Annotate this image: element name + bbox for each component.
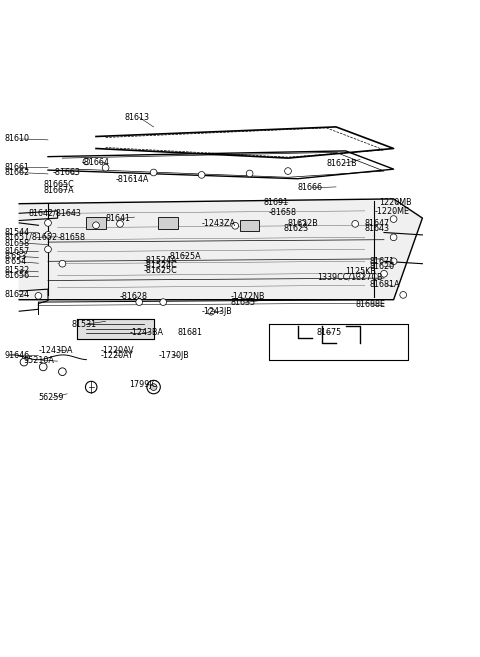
Circle shape	[198, 171, 205, 178]
Text: -81614A: -81614A	[115, 175, 149, 184]
Text: -81625A: -81625A	[168, 252, 202, 261]
Text: 1339CC/1327CB: 1339CC/1327CB	[317, 272, 382, 281]
Text: 81532: 81532	[5, 266, 30, 275]
Text: 81656: 81656	[5, 271, 30, 280]
Text: 81620: 81620	[370, 262, 395, 271]
Circle shape	[285, 168, 291, 174]
Text: -81664: -81664	[82, 158, 109, 167]
Text: -1220ME: -1220ME	[374, 207, 409, 216]
Text: 81665C: 81665C	[43, 181, 74, 189]
Circle shape	[357, 273, 363, 279]
Text: 81651/81652: 81651/81652	[5, 233, 58, 242]
Circle shape	[20, 358, 28, 366]
Circle shape	[39, 363, 47, 371]
Text: -81658: -81658	[58, 233, 85, 242]
Text: -1730JB: -1730JB	[158, 351, 189, 360]
Circle shape	[150, 384, 157, 390]
Text: -1243BA: -1243BA	[130, 328, 164, 337]
Text: 1799JC: 1799JC	[130, 380, 158, 389]
Circle shape	[35, 292, 42, 299]
Circle shape	[390, 215, 397, 223]
Text: -1243JB: -1243JB	[202, 307, 232, 316]
Text: 81641: 81641	[106, 214, 131, 223]
Text: 81622B: 81622B	[288, 219, 319, 228]
Circle shape	[136, 299, 143, 306]
Text: -1472NB: -1472NB	[230, 292, 265, 302]
Circle shape	[352, 221, 359, 227]
Polygon shape	[19, 199, 422, 300]
Circle shape	[45, 231, 51, 238]
Circle shape	[390, 258, 397, 265]
Text: 1220MB: 1220MB	[379, 198, 412, 207]
Text: 81681A: 81681A	[370, 281, 400, 289]
Text: -81628: -81628	[120, 292, 148, 302]
Text: 81624: 81624	[5, 290, 30, 299]
Circle shape	[83, 158, 90, 165]
Circle shape	[381, 271, 387, 277]
Bar	[240, 219, 259, 231]
Circle shape	[160, 299, 167, 306]
Text: 81623: 81623	[283, 224, 308, 233]
Circle shape	[45, 246, 51, 253]
Circle shape	[85, 381, 97, 393]
Polygon shape	[77, 319, 154, 339]
Text: -81625C: -81625C	[144, 266, 178, 275]
Circle shape	[93, 222, 99, 229]
Text: -81658: -81658	[269, 208, 297, 217]
Text: -81663: -81663	[53, 168, 81, 177]
Circle shape	[117, 221, 123, 227]
Text: 81688E: 81688E	[355, 300, 385, 309]
Circle shape	[102, 164, 109, 171]
Text: -1243ZA: -1243ZA	[202, 219, 236, 228]
Text: 91646: 91646	[5, 351, 30, 360]
Text: 81643: 81643	[365, 224, 390, 233]
Text: 81681: 81681	[178, 328, 203, 337]
Text: 81691: 81691	[264, 198, 289, 207]
Circle shape	[59, 368, 66, 376]
Text: -1243DA: -1243DA	[38, 346, 73, 355]
Text: 8'654: 8'654	[5, 258, 27, 266]
Text: 81621B: 81621B	[326, 159, 357, 168]
Bar	[158, 217, 178, 229]
Text: 81667A: 81667A	[43, 186, 74, 194]
Text: -81524A: -81524A	[144, 256, 178, 265]
Text: 95210A: 95210A	[24, 355, 55, 365]
Text: 81647: 81647	[365, 219, 390, 228]
Text: 81658: 81658	[5, 238, 30, 248]
Text: 81662: 81662	[5, 168, 30, 177]
Text: 81610: 81610	[5, 135, 30, 143]
Text: 81531: 81531	[72, 320, 97, 328]
Circle shape	[147, 380, 160, 394]
Text: 1125KB: 1125KB	[346, 267, 376, 276]
Text: -81524C: -81524C	[144, 261, 178, 270]
Text: 81661: 81661	[5, 163, 30, 171]
Circle shape	[208, 308, 215, 315]
Bar	[86, 217, 106, 229]
Circle shape	[400, 292, 407, 298]
Circle shape	[150, 169, 157, 176]
Text: -1220AY: -1220AY	[101, 351, 133, 360]
Circle shape	[232, 223, 239, 229]
Circle shape	[390, 234, 397, 240]
Text: 81671: 81671	[370, 258, 395, 266]
Text: 81642/81643: 81642/81643	[29, 209, 82, 218]
Text: -1220AV: -1220AV	[101, 346, 134, 355]
Text: 8'653: 8'653	[5, 252, 27, 261]
Text: 56259: 56259	[38, 393, 64, 402]
Text: 81613: 81613	[125, 113, 150, 122]
Text: 81544: 81544	[5, 227, 30, 237]
Circle shape	[45, 219, 51, 226]
Text: 81635: 81635	[230, 298, 255, 307]
Circle shape	[246, 170, 253, 177]
Circle shape	[59, 260, 66, 267]
Circle shape	[299, 221, 306, 227]
Text: 81657: 81657	[5, 247, 30, 256]
Text: 81666: 81666	[298, 183, 323, 193]
Text: 81675: 81675	[317, 328, 342, 337]
